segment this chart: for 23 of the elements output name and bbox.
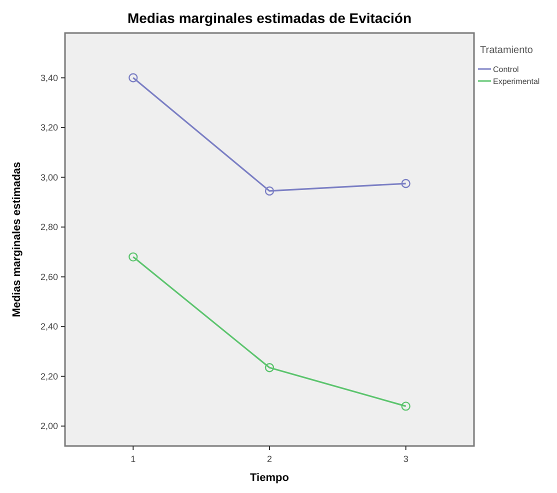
chart-title: Medias marginales estimadas de Evitación	[127, 10, 412, 26]
y-tick-label: 2,60	[40, 272, 58, 282]
y-tick-label: 2,00	[40, 421, 58, 432]
point	[401, 402, 410, 411]
point	[264, 363, 274, 372]
y-tick-label: 3,20	[40, 122, 58, 133]
y-tick-label: 2,40	[40, 322, 58, 332]
y-tick-label: 3,40	[40, 72, 58, 83]
y-tick-label: 2,80	[40, 222, 58, 232]
y-tick-label: 3,00	[40, 172, 58, 182]
point	[401, 178, 410, 188]
point	[128, 252, 138, 262]
point	[128, 73, 138, 82]
y-axis-title: Medias marginales estimadas	[11, 162, 23, 318]
y-tick-label: 2,20	[40, 371, 58, 382]
legend-label: Control	[493, 64, 520, 74]
x-tick-label: 2	[266, 454, 272, 464]
legend-label: Experimental	[493, 76, 540, 86]
legend-title: Tratamiento	[480, 45, 534, 56]
point	[264, 186, 274, 196]
x-tick-label: 3	[403, 454, 408, 464]
x-axis-title: Tiempo	[250, 472, 290, 484]
x-tick-label: 1	[130, 454, 136, 464]
